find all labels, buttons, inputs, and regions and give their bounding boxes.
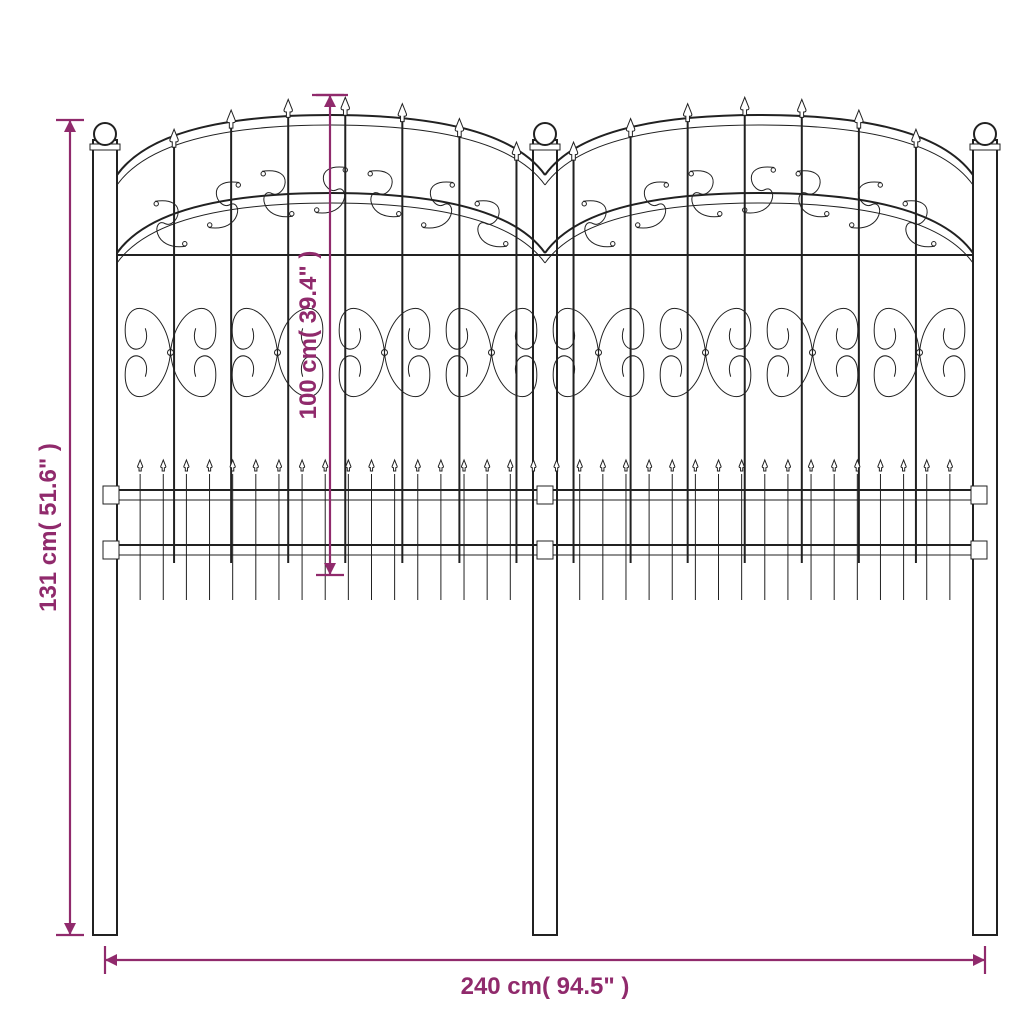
dimension-label: 240 cm( 94.5" ): [461, 973, 630, 1000]
fence-post: [973, 140, 997, 935]
fence-post: [533, 140, 557, 935]
dimension-label: 131 cm( 51.6" ): [35, 443, 62, 612]
fence-post: [93, 140, 117, 935]
dimension-label: 100 cm( 39.4" ): [295, 251, 322, 420]
